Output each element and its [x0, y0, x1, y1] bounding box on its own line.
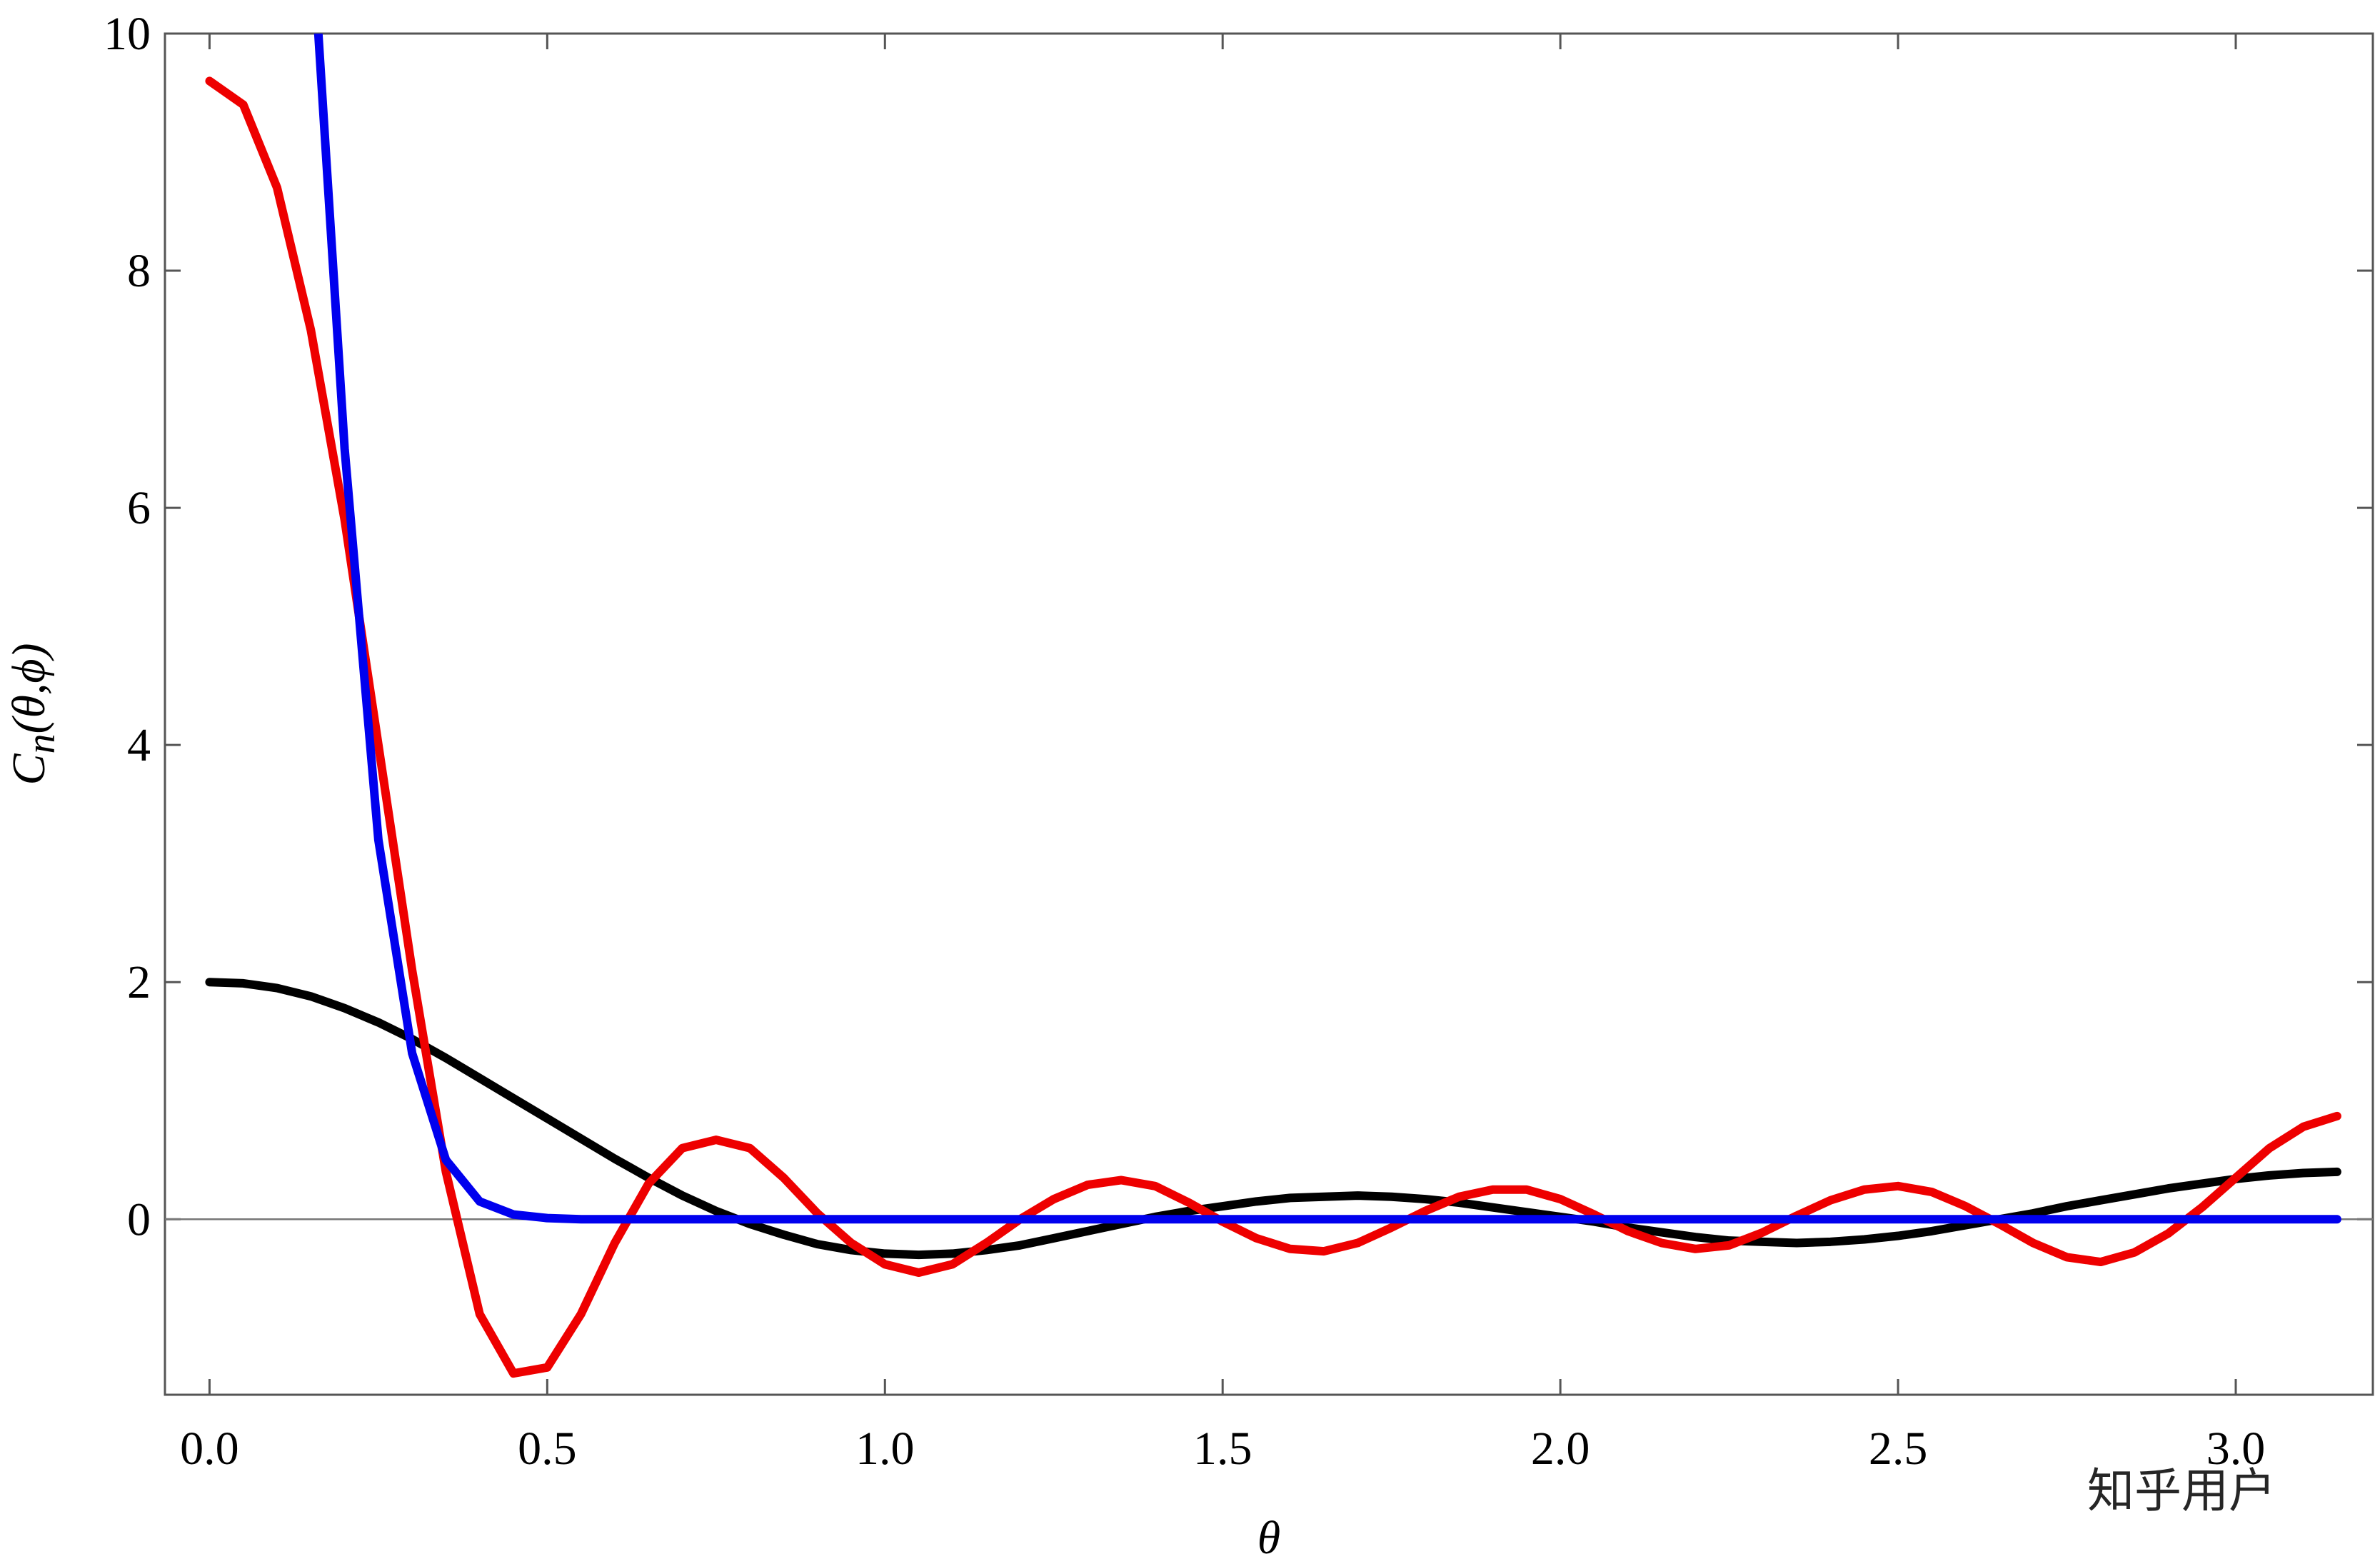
x-tick-label: 2.5 — [1869, 1423, 1928, 1475]
y-tick-label: 6 — [127, 482, 151, 534]
x-tick-label: 0.0 — [180, 1423, 239, 1475]
y-axis-label: Cn(θ,ϕ) — [3, 643, 64, 785]
y-label-subscript: n — [19, 734, 64, 754]
y-label-args: (θ,ϕ) — [3, 643, 55, 733]
y-tick-label: 10 — [104, 8, 151, 60]
y-tick-label: 0 — [127, 1193, 151, 1245]
y-tick-label: 2 — [127, 956, 151, 1008]
series-line — [313, 34, 2341, 1224]
x-tick-label: 2.0 — [1531, 1423, 1590, 1475]
x-tick-label: 1.5 — [1193, 1423, 1252, 1475]
x-tick-label: 1.0 — [855, 1423, 915, 1475]
y-tick-label: 4 — [127, 719, 151, 771]
y-label-base: C — [3, 753, 55, 786]
plot-frame — [164, 32, 2374, 1396]
x-tick-label: 3.0 — [2206, 1423, 2266, 1475]
x-axis-label: θ — [1257, 1512, 1280, 1564]
y-tick-label: 8 — [127, 245, 151, 297]
series-line — [205, 76, 2341, 1378]
x-tick-label: 0.5 — [518, 1423, 577, 1475]
watermark: 知乎用户 — [2087, 1463, 2276, 1518]
